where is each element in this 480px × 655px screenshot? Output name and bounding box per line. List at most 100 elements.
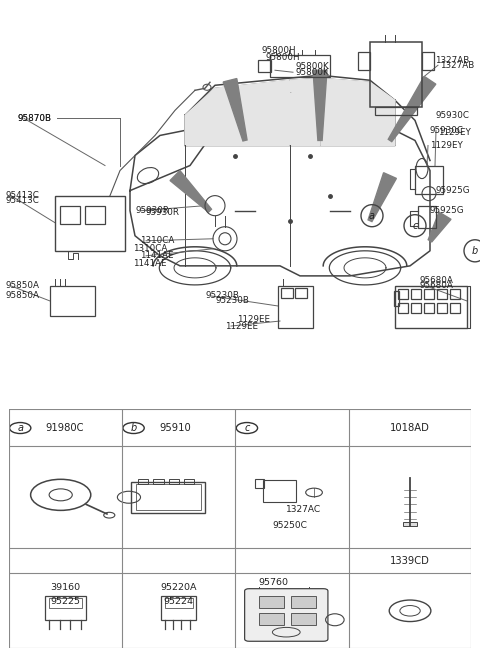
Text: 95910: 95910: [159, 423, 191, 433]
Text: 95800H: 95800H: [262, 46, 297, 54]
Text: 1310CA: 1310CA: [133, 244, 168, 253]
Bar: [45, 596, 86, 620]
Polygon shape: [223, 79, 247, 141]
Bar: [411, 289, 421, 299]
Bar: [50, 286, 95, 316]
Text: 95930C: 95930C: [435, 111, 469, 120]
Text: 95870B: 95870B: [18, 114, 52, 123]
Polygon shape: [170, 170, 212, 212]
Bar: [398, 289, 408, 299]
Text: 95413A: 95413A: [282, 600, 316, 608]
Bar: [295, 288, 307, 298]
Text: 95850A: 95850A: [5, 291, 39, 301]
Text: b: b: [472, 246, 478, 256]
Text: 95930R: 95930R: [135, 206, 169, 215]
Text: ·: ·: [289, 90, 291, 95]
Bar: [291, 596, 316, 608]
Bar: [424, 289, 434, 299]
Text: 1141AE: 1141AE: [140, 252, 173, 260]
Text: 95850A: 95850A: [5, 282, 39, 290]
Bar: [424, 303, 434, 313]
Text: 95800K: 95800K: [295, 67, 329, 77]
Text: 1339CD: 1339CD: [390, 555, 430, 565]
Text: 95930R: 95930R: [145, 208, 179, 217]
Text: 39160: 39160: [50, 583, 80, 592]
Text: 1129EE: 1129EE: [237, 314, 270, 324]
Text: b: b: [131, 423, 137, 433]
Bar: [131, 481, 205, 513]
Bar: [358, 52, 370, 70]
Text: 95925G: 95925G: [435, 186, 469, 195]
Text: a: a: [17, 423, 23, 433]
Bar: [259, 613, 284, 625]
Bar: [281, 288, 293, 298]
Text: 95413C: 95413C: [5, 191, 39, 200]
Text: 1129EY: 1129EY: [430, 141, 463, 150]
Bar: [49, 598, 82, 608]
Polygon shape: [320, 78, 395, 145]
Polygon shape: [388, 77, 436, 141]
Bar: [370, 42, 422, 107]
Bar: [411, 303, 421, 313]
Bar: [291, 613, 316, 625]
Bar: [169, 479, 179, 484]
Text: 1129EY: 1129EY: [438, 128, 471, 137]
Bar: [259, 596, 284, 608]
Bar: [437, 289, 447, 299]
Text: 95250C: 95250C: [272, 521, 307, 531]
Text: 95930C: 95930C: [430, 126, 464, 135]
Text: 1327AB: 1327AB: [440, 61, 474, 69]
Text: 95680A: 95680A: [420, 282, 454, 290]
Polygon shape: [185, 81, 290, 145]
Text: 95413C: 95413C: [5, 196, 39, 205]
Bar: [278, 286, 313, 328]
Bar: [184, 479, 194, 484]
Polygon shape: [368, 173, 396, 221]
FancyBboxPatch shape: [245, 589, 328, 641]
Bar: [422, 52, 434, 70]
Bar: [136, 484, 201, 510]
Text: 95220A: 95220A: [160, 583, 197, 592]
Text: 95870B: 95870B: [18, 114, 52, 123]
Bar: [85, 206, 105, 224]
Text: 1327AC: 1327AC: [286, 505, 322, 514]
Bar: [450, 303, 460, 313]
Text: 1327AB: 1327AB: [435, 56, 469, 65]
Bar: [394, 291, 399, 306]
Text: 1018AD: 1018AD: [390, 423, 430, 433]
Text: 95230B: 95230B: [215, 297, 249, 305]
Bar: [255, 479, 264, 488]
Text: 95680A: 95680A: [420, 276, 454, 286]
Bar: [450, 289, 460, 299]
Text: c: c: [244, 423, 250, 433]
Bar: [437, 303, 447, 313]
Bar: [154, 479, 164, 484]
Bar: [165, 598, 192, 608]
Polygon shape: [428, 212, 451, 242]
Bar: [375, 107, 417, 115]
Bar: [403, 521, 417, 526]
Text: a: a: [369, 211, 375, 221]
Text: 95925G: 95925G: [430, 206, 465, 215]
Bar: [263, 481, 296, 502]
Bar: [60, 206, 80, 224]
Text: 95760: 95760: [259, 578, 288, 587]
Bar: [415, 166, 443, 194]
Bar: [138, 479, 148, 484]
Polygon shape: [313, 70, 327, 140]
Bar: [55, 196, 125, 251]
Bar: [418, 206, 436, 228]
Text: 95230B: 95230B: [205, 291, 239, 301]
Bar: [161, 596, 196, 620]
Text: 95800H: 95800H: [265, 52, 300, 62]
Text: c: c: [412, 221, 418, 231]
Text: 1141AE: 1141AE: [133, 259, 167, 269]
Bar: [270, 55, 330, 77]
Text: 95224: 95224: [164, 597, 194, 607]
Polygon shape: [290, 78, 320, 145]
Text: 95800K: 95800K: [295, 62, 329, 71]
Text: 1129EE: 1129EE: [225, 322, 258, 331]
Bar: [258, 60, 271, 72]
Text: 91980C: 91980C: [46, 423, 84, 433]
Text: 95225: 95225: [50, 597, 80, 607]
